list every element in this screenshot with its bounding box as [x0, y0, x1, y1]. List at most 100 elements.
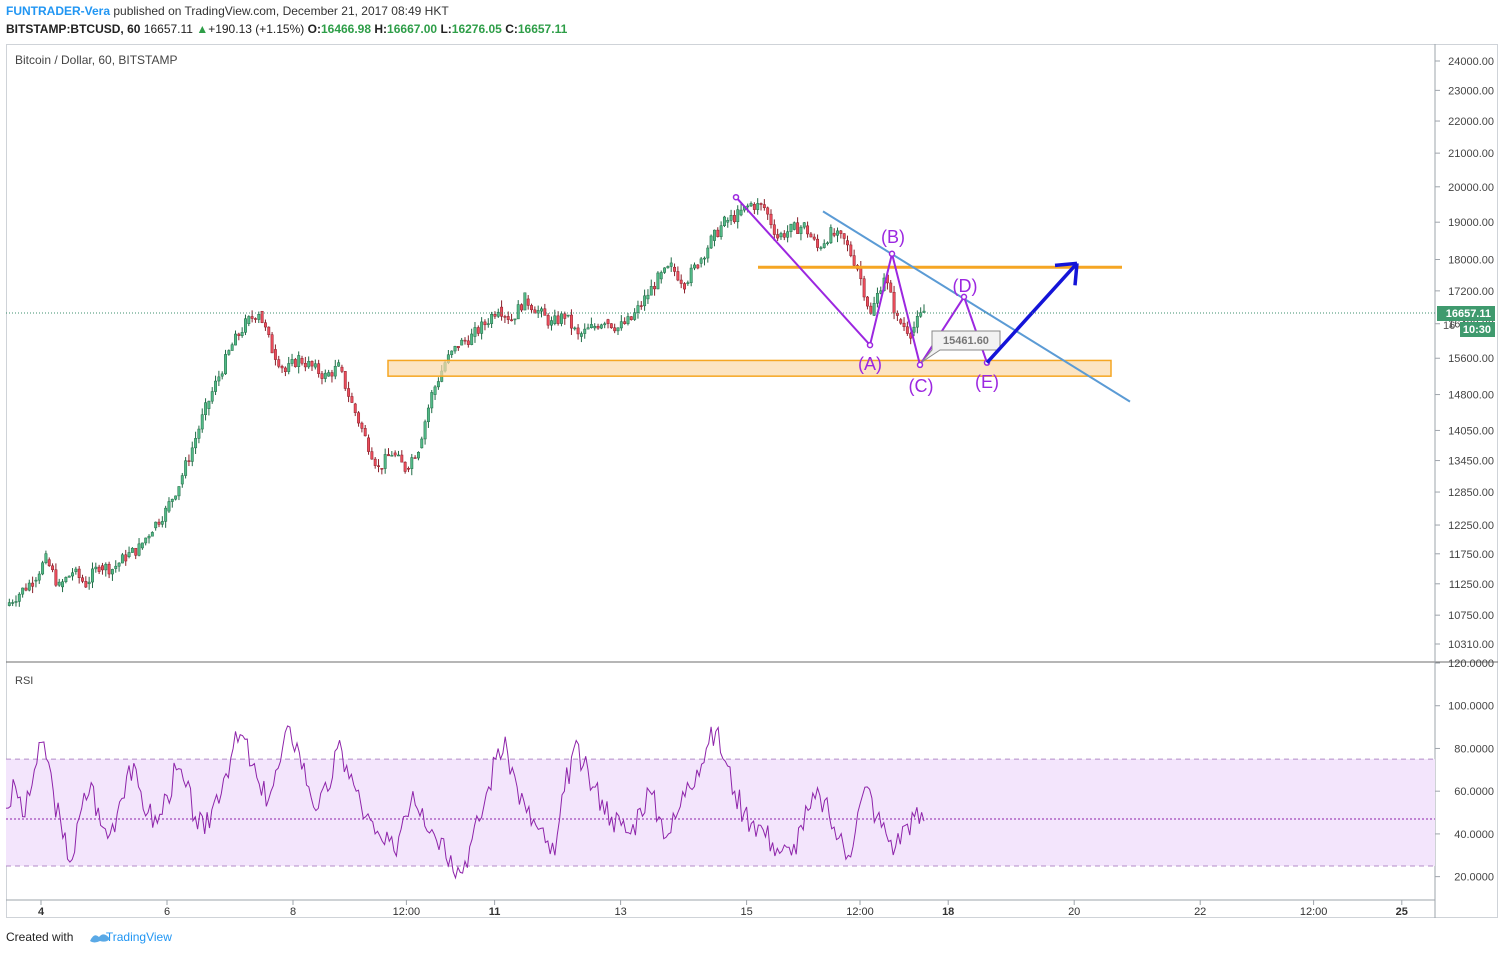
wave-label: (B)	[881, 227, 905, 247]
candle	[413, 457, 417, 459]
candle	[593, 325, 597, 329]
rsi-tick-label: 80.0000	[1454, 743, 1494, 755]
candle	[476, 327, 480, 334]
candle	[140, 542, 144, 549]
candle	[194, 438, 198, 449]
candle	[523, 292, 527, 311]
candle	[722, 216, 726, 227]
candle	[779, 233, 783, 238]
candle	[596, 325, 600, 329]
candle	[71, 572, 74, 577]
wave-path	[735, 196, 988, 368]
candle	[493, 313, 497, 317]
arrow-head	[1054, 261, 1079, 286]
candle	[101, 565, 104, 571]
candle	[430, 392, 434, 409]
candle	[260, 310, 264, 323]
candle	[84, 581, 88, 588]
candle	[17, 593, 21, 602]
candle	[387, 454, 390, 457]
candle	[456, 346, 460, 349]
tradingview-link[interactable]: TradingView	[105, 930, 172, 944]
candle	[34, 579, 38, 582]
candle	[520, 304, 523, 311]
candle	[330, 372, 334, 377]
candle	[749, 203, 753, 207]
candle	[626, 316, 630, 324]
candle	[14, 601, 18, 603]
candle	[94, 566, 98, 570]
price-tick-label: 20000.00	[1448, 182, 1494, 194]
rsi-line	[5, 725, 925, 880]
candle	[466, 340, 470, 345]
candle	[483, 321, 487, 326]
rsi-tick-label: 100.0000	[1448, 701, 1494, 713]
candle	[766, 207, 770, 215]
price-tick-label: 11250.00	[1449, 579, 1494, 591]
candle	[812, 236, 816, 240]
candle	[367, 437, 370, 452]
candle	[736, 209, 740, 223]
candle	[37, 573, 41, 581]
candle	[320, 373, 324, 379]
candle	[436, 381, 440, 388]
wave-label: (D)	[953, 276, 978, 296]
price-tick-label: 10750.00	[1448, 610, 1494, 622]
candle	[649, 286, 653, 296]
candle	[190, 447, 194, 462]
candle	[47, 559, 51, 567]
candle	[673, 266, 676, 272]
candle	[892, 291, 896, 314]
candle	[769, 213, 773, 226]
wave-point	[888, 250, 896, 258]
candle	[500, 306, 504, 317]
candle	[706, 247, 710, 259]
author-link[interactable]: FUNTRADER-Vera	[6, 4, 111, 18]
candle	[277, 359, 281, 367]
candle	[420, 438, 424, 449]
rsi-pane-title: RSI	[15, 675, 33, 687]
candle	[486, 323, 490, 325]
price-tick-label: 11750.00	[1449, 549, 1494, 561]
candle	[7, 602, 11, 606]
candle	[826, 242, 829, 245]
candle	[247, 316, 251, 324]
candle	[586, 327, 590, 330]
candle	[207, 400, 211, 409]
price-tick-label: 13450.00	[1448, 456, 1494, 468]
candle	[353, 403, 357, 413]
time-tick-label: 4	[38, 906, 45, 918]
wave-label: (E)	[975, 372, 999, 392]
time-tag: 10:30	[1463, 324, 1491, 336]
candle	[679, 279, 683, 284]
candle	[254, 318, 257, 320]
candle	[772, 224, 776, 235]
wave-point	[960, 293, 968, 301]
price-tick-label: 12250.00	[1448, 520, 1494, 532]
last-price: 16657.11	[143, 22, 193, 36]
candle	[842, 233, 846, 239]
candle	[819, 247, 823, 249]
candle	[180, 475, 184, 485]
time-tick-label: 22	[1194, 906, 1206, 918]
candle	[313, 363, 317, 368]
candle	[377, 465, 380, 467]
footer: Created with TradingView	[6, 930, 172, 944]
time-tick-label: 12:00	[846, 906, 874, 918]
candle	[360, 422, 364, 429]
time-tick-label: 11	[489, 906, 501, 918]
candle	[782, 233, 786, 238]
candle	[875, 293, 879, 304]
candle	[619, 321, 623, 329]
price-tag-under: 16	[1443, 320, 1455, 332]
candle	[120, 554, 124, 564]
candle	[726, 220, 730, 223]
candle	[719, 225, 723, 237]
candle	[490, 313, 494, 324]
candle	[556, 315, 560, 324]
candle	[816, 238, 820, 248]
candle	[167, 501, 171, 512]
candle	[257, 314, 261, 320]
candle	[846, 240, 849, 246]
